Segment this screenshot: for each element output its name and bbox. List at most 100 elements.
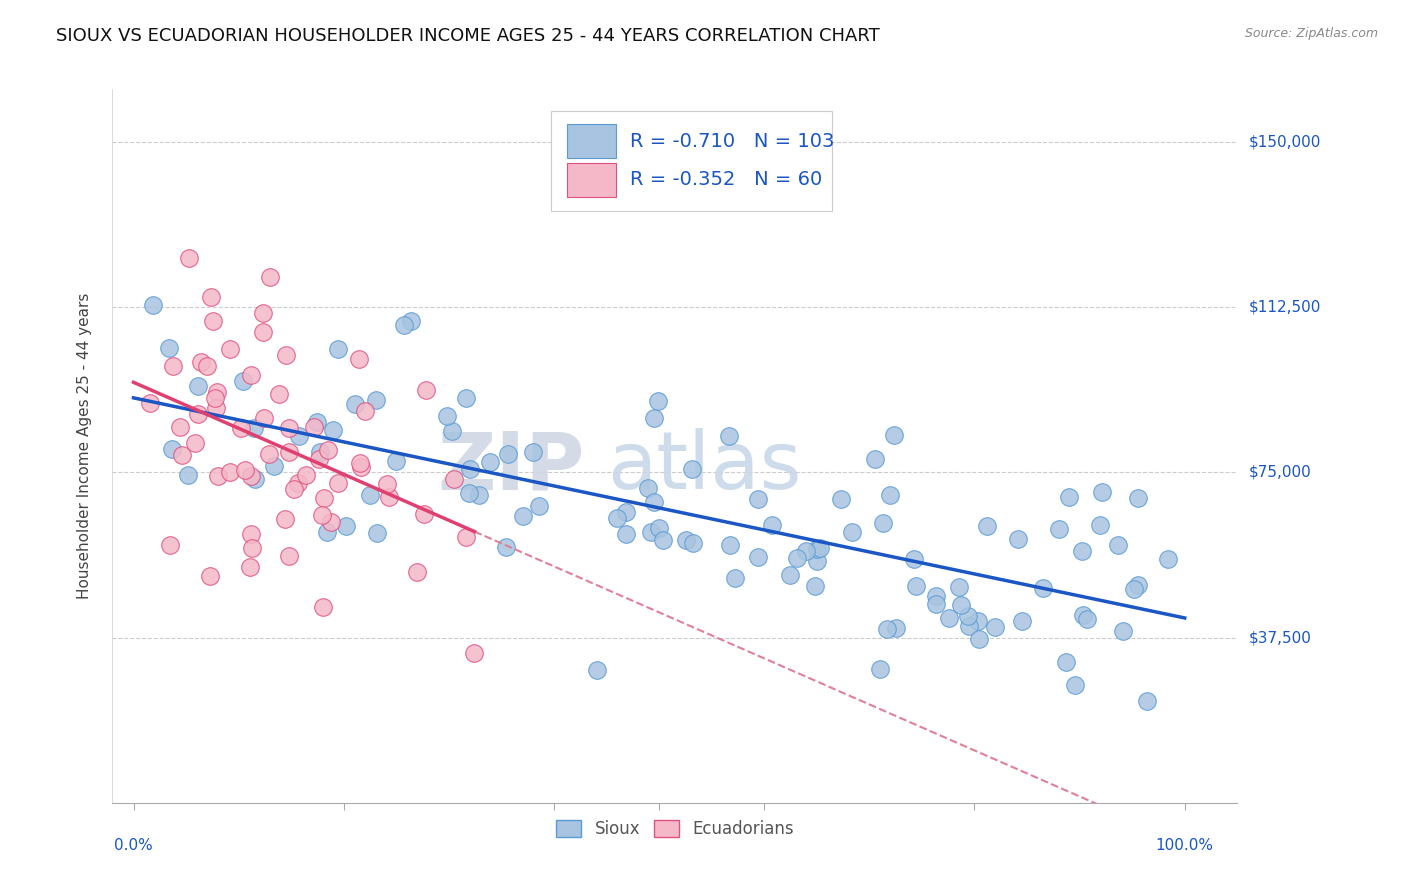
- Point: [779, 568, 801, 582]
- Point: [219, 465, 242, 479]
- FancyBboxPatch shape: [567, 124, 616, 159]
- Point: [240, 368, 263, 382]
- Point: [529, 499, 551, 513]
- FancyBboxPatch shape: [567, 162, 616, 197]
- Point: [159, 341, 181, 355]
- Point: [643, 411, 665, 425]
- Point: [190, 355, 212, 369]
- Text: atlas: atlas: [607, 428, 801, 507]
- Point: [440, 424, 463, 438]
- Point: [259, 269, 281, 284]
- Point: [305, 416, 328, 430]
- Point: [884, 621, 907, 635]
- Point: [240, 541, 263, 555]
- Point: [385, 453, 408, 467]
- Point: [872, 516, 894, 531]
- Point: [458, 486, 481, 500]
- Point: [138, 396, 160, 410]
- Point: [243, 472, 266, 486]
- Point: [232, 374, 254, 388]
- Point: [343, 397, 366, 411]
- Point: [377, 491, 399, 505]
- Point: [647, 393, 669, 408]
- Point: [252, 325, 274, 339]
- Point: [159, 538, 181, 552]
- Point: [586, 663, 609, 677]
- Point: [184, 435, 207, 450]
- Point: [718, 538, 741, 552]
- Point: [201, 314, 224, 328]
- Point: [314, 491, 336, 505]
- Point: [436, 409, 458, 423]
- Point: [169, 419, 191, 434]
- Point: [1076, 612, 1098, 626]
- Text: $75,000: $75,000: [1249, 465, 1312, 480]
- Point: [239, 469, 262, 483]
- Text: Source: ZipAtlas.com: Source: ZipAtlas.com: [1244, 27, 1378, 40]
- Point: [354, 404, 377, 418]
- Point: [643, 495, 665, 509]
- Point: [648, 521, 671, 535]
- Point: [869, 662, 891, 676]
- Point: [328, 476, 350, 491]
- Point: [316, 525, 339, 540]
- Text: $150,000: $150,000: [1249, 135, 1320, 150]
- Point: [1123, 582, 1146, 596]
- Point: [808, 541, 831, 555]
- Point: [938, 611, 960, 625]
- Point: [287, 476, 309, 491]
- Point: [1071, 544, 1094, 558]
- Point: [614, 505, 637, 519]
- Text: 0.0%: 0.0%: [114, 838, 153, 853]
- Point: [326, 343, 349, 357]
- Point: [786, 550, 808, 565]
- Point: [415, 383, 437, 397]
- Point: [252, 306, 274, 320]
- Point: [903, 551, 925, 566]
- Point: [207, 469, 229, 483]
- Point: [1064, 678, 1087, 692]
- Text: SIOUX VS ECUADORIAN HOUSEHOLDER INCOME AGES 25 - 44 YEARS CORRELATION CHART: SIOUX VS ECUADORIAN HOUSEHOLDER INCOME A…: [56, 27, 880, 45]
- Point: [1090, 518, 1112, 533]
- Point: [242, 421, 264, 435]
- Point: [239, 560, 262, 574]
- Point: [614, 527, 637, 541]
- Point: [724, 571, 747, 585]
- Point: [1007, 532, 1029, 546]
- Point: [177, 467, 200, 482]
- Point: [312, 599, 335, 614]
- Point: [640, 525, 662, 540]
- Text: $112,500: $112,500: [1249, 300, 1320, 315]
- Point: [347, 351, 370, 366]
- Point: [349, 456, 371, 470]
- Point: [204, 391, 226, 405]
- Point: [200, 290, 222, 304]
- Point: [717, 429, 740, 443]
- Point: [295, 467, 318, 482]
- Point: [1091, 484, 1114, 499]
- Point: [308, 452, 330, 467]
- Point: [957, 618, 980, 632]
- Point: [675, 533, 697, 548]
- Point: [366, 392, 388, 407]
- Point: [863, 451, 886, 466]
- Point: [366, 525, 388, 540]
- Text: ZIP: ZIP: [437, 428, 585, 507]
- Point: [239, 526, 262, 541]
- Point: [463, 646, 485, 660]
- Point: [876, 622, 898, 636]
- Point: [1126, 491, 1149, 505]
- Point: [468, 488, 491, 502]
- Point: [925, 589, 948, 603]
- Point: [496, 447, 519, 461]
- Point: [277, 421, 299, 435]
- Point: [309, 445, 332, 459]
- Point: [1071, 608, 1094, 623]
- Point: [170, 448, 193, 462]
- Point: [259, 447, 281, 461]
- Point: [512, 508, 534, 523]
- Point: [231, 421, 253, 435]
- Point: [195, 359, 218, 373]
- Point: [233, 463, 256, 477]
- Point: [399, 314, 422, 328]
